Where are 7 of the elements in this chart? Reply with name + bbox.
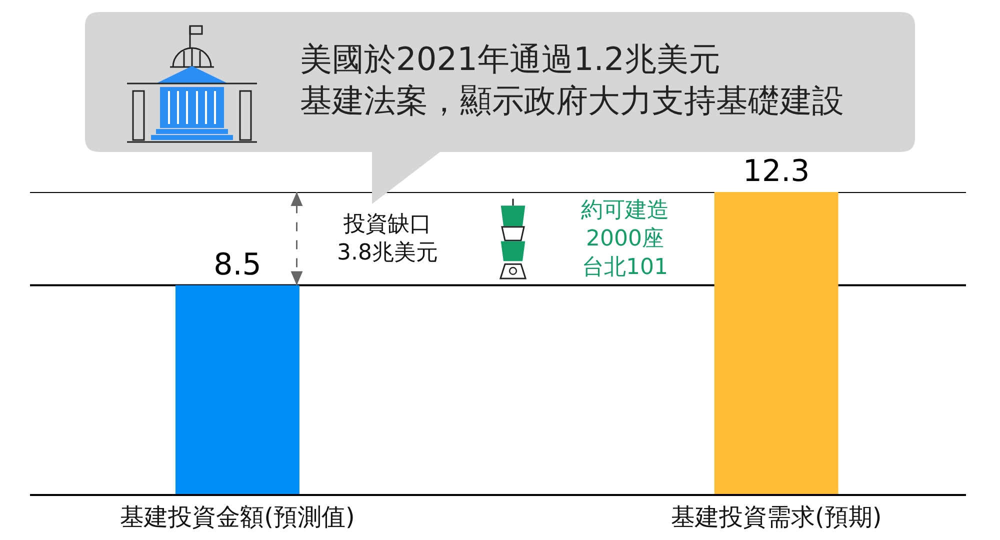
annotation: 投資缺口3.8兆美元: [337, 212, 438, 266]
x-tick-label: 基建投資金額(預測值): [120, 502, 355, 531]
chart-title: 美國於2021年通過1.2兆美元基建法案，顯示政府大力支持基礎建設: [300, 40, 844, 120]
annotation: 約可建造2000座台北101: [581, 198, 669, 280]
x-tick-label: 基建投資需求(預期): [670, 502, 882, 531]
data-label: 12.3: [742, 154, 810, 189]
data-label: 8.5: [214, 247, 262, 282]
